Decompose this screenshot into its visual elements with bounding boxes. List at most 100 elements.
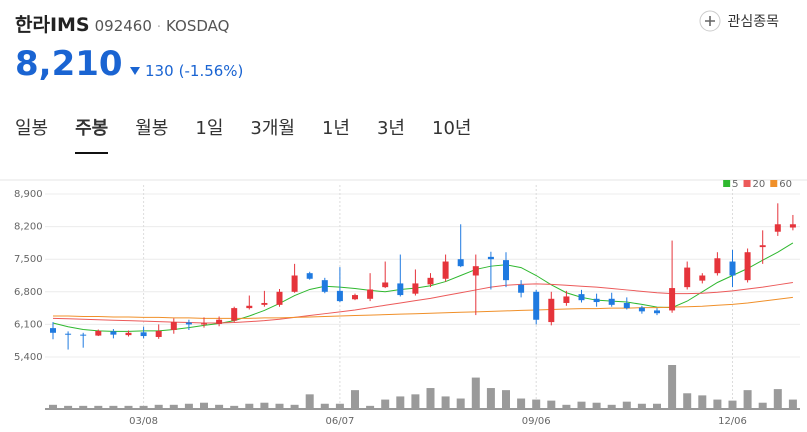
tab[interactable]: 3년: [376, 118, 405, 139]
volume-bar: [637, 403, 646, 409]
candle-body: [654, 310, 660, 314]
candle-body: [246, 305, 253, 309]
y-tick-label: 6,100: [14, 319, 43, 330]
tab[interactable]: 1일: [195, 118, 224, 139]
candle-body: [367, 289, 374, 299]
volume-bar: [320, 403, 329, 409]
candle-body: [442, 261, 449, 279]
volume-bar: [456, 398, 465, 409]
volume-bar: [471, 377, 480, 409]
tab[interactable]: 주봉: [75, 114, 109, 154]
candle-body: [729, 261, 736, 276]
volume-bar: [517, 398, 526, 409]
volume-bar: [290, 404, 299, 409]
candle-body: [774, 224, 781, 232]
tab[interactable]: 일봉: [15, 118, 49, 139]
volume-bar: [773, 389, 782, 409]
legend-swatch: [743, 180, 751, 187]
watch-button[interactable]: 관심종목: [699, 10, 779, 32]
candle-body: [563, 296, 570, 303]
candle-body: [578, 294, 585, 301]
volume-bar: [230, 405, 239, 409]
volume-bar: [396, 396, 405, 409]
volume-bar: [260, 402, 269, 409]
candle-body: [276, 291, 283, 305]
change-rate: (-1.56%): [178, 62, 244, 80]
candle-body: [503, 260, 509, 281]
period-tabs: 일봉 주봉 월봉 1일 3개월 1년 3년 10년: [15, 114, 471, 154]
volume-bar: [275, 403, 284, 409]
volume-bar: [441, 396, 450, 409]
volume-bar: [562, 404, 571, 409]
volume-bar: [94, 405, 103, 409]
stock-name: 한라IMS: [15, 14, 90, 36]
volume-bar: [215, 404, 224, 409]
y-tick-label: 6,800: [14, 287, 43, 298]
candle-body: [95, 330, 102, 336]
volume-bar: [713, 399, 722, 409]
x-tick-label: 06/07: [325, 416, 354, 427]
volume-bar: [577, 401, 586, 409]
volume-bar: [426, 388, 435, 409]
tab[interactable]: 1년: [321, 118, 350, 139]
y-tick-label: 8,200: [14, 222, 43, 233]
candle-body: [714, 258, 721, 274]
candle-body: [533, 291, 540, 320]
candle-body: [291, 275, 298, 292]
candle-body: [261, 302, 268, 305]
watch-label: 관심종목: [727, 14, 779, 30]
candle-body: [65, 333, 72, 335]
candle-body: [623, 302, 630, 309]
volume-bar: [698, 395, 707, 409]
volume-bar: [109, 405, 118, 409]
candle-body: [412, 283, 419, 294]
y-tick-label: 5,400: [14, 352, 43, 363]
tab[interactable]: 월봉: [135, 118, 169, 139]
y-tick-label: 8,900: [14, 189, 43, 200]
candle-body: [608, 298, 615, 305]
volume-bar: [758, 402, 767, 409]
candle-body: [669, 288, 676, 311]
tab[interactable]: 10년: [432, 118, 472, 139]
legend-swatch: [770, 180, 778, 187]
candle-body: [185, 322, 192, 325]
candle-body: [457, 259, 464, 267]
tab[interactable]: 3개월: [250, 118, 295, 139]
volume-bar: [668, 365, 677, 409]
candle-body: [638, 307, 645, 312]
candle-body: [321, 280, 328, 292]
candle-body: [80, 334, 87, 336]
candle-body: [140, 332, 147, 337]
candle-body: [397, 283, 404, 296]
volume-bar: [381, 399, 390, 409]
volume-bar: [139, 405, 148, 409]
candle-body: [216, 319, 223, 324]
x-tick-label: 12/06: [718, 416, 747, 427]
candle-body: [472, 266, 479, 276]
volume-bar: [592, 402, 601, 409]
volume-bar: [502, 390, 510, 409]
volume-bar: [200, 402, 208, 409]
candle-body: [789, 224, 796, 228]
candle-body: [548, 298, 555, 323]
plus-icon: [699, 10, 721, 32]
volume-bar: [305, 394, 314, 409]
volume-bar: [607, 404, 616, 409]
separator: ·: [156, 20, 162, 35]
candle-body: [487, 256, 494, 260]
candle-body: [50, 328, 56, 333]
candle-body: [352, 295, 358, 300]
stock-header: 한라IMS 092460 · KOSDAQ: [15, 10, 229, 37]
volume-bar: [79, 405, 88, 409]
volume-bar: [49, 404, 57, 409]
volume-bar: [683, 393, 692, 409]
candle-body: [684, 267, 691, 288]
volume-bar: [486, 388, 495, 409]
candle-body: [201, 323, 207, 325]
legend-label: 5: [732, 179, 738, 190]
candle-body: [110, 331, 117, 335]
down-arrow: [130, 67, 140, 75]
candle-body: [231, 308, 238, 321]
volume-bar: [184, 403, 193, 409]
